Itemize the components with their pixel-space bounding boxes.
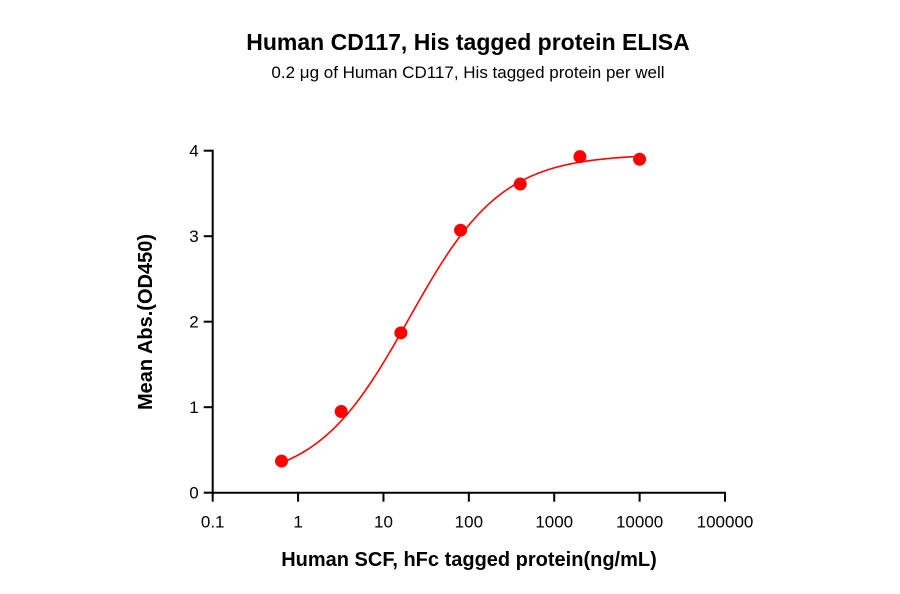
y-tick-label: 4 [189, 142, 198, 161]
chart-title: Human CD117, His tagged protein ELISA [246, 29, 689, 55]
data-point [513, 177, 527, 191]
y-tick-label: 3 [189, 227, 198, 246]
x-tick-label: 1000 [535, 513, 573, 532]
y-tick-label: 1 [189, 398, 198, 417]
data-point [633, 152, 647, 166]
fit-curve [281, 155, 640, 464]
x-tick-label: 0.1 [201, 513, 225, 532]
y-tick-label: 2 [189, 313, 198, 332]
x-tick-label: 100 [455, 513, 483, 532]
data-point [394, 326, 408, 340]
chart-subtitle: 0.2 μg of Human CD117, His tagged protei… [271, 63, 664, 82]
data-point [334, 404, 348, 418]
data-point [573, 150, 587, 164]
x-tick-label: 1 [293, 513, 302, 532]
y-tick-label: 0 [189, 484, 198, 503]
x-tick-label: 100000 [697, 513, 754, 532]
data-point [454, 223, 468, 237]
x-tick-label: 10 [374, 513, 393, 532]
y-axis-label: Mean Abs.(OD450) [135, 234, 157, 410]
data-point [275, 454, 289, 468]
x-tick-label: 10000 [616, 513, 663, 532]
x-axis-label: Human SCF, hFc tagged protein(ng/mL) [281, 549, 657, 571]
